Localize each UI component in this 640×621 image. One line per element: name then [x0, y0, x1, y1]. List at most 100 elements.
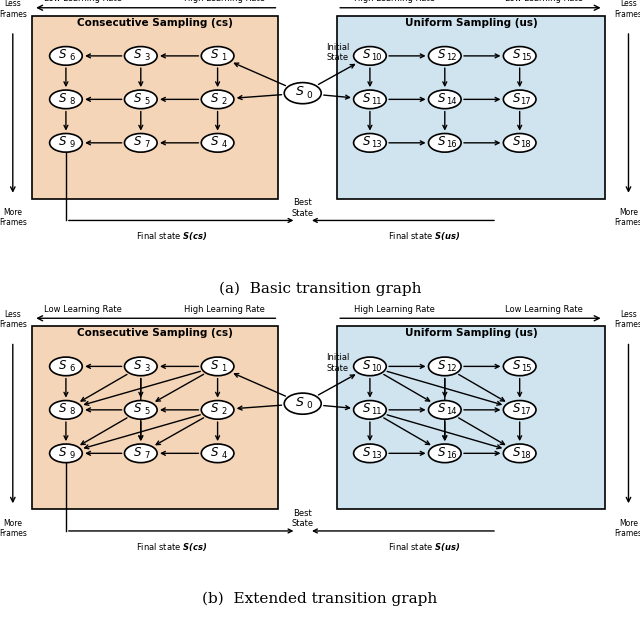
Ellipse shape	[125, 134, 157, 152]
Text: $\mathit{S}$: $\mathit{S}$	[362, 359, 372, 372]
Text: 1: 1	[221, 53, 227, 62]
Text: 3: 3	[144, 363, 150, 373]
Text: 14: 14	[445, 407, 456, 416]
Ellipse shape	[504, 47, 536, 65]
Ellipse shape	[429, 47, 461, 65]
Ellipse shape	[125, 444, 157, 463]
Text: Initial
State: Initial State	[326, 43, 349, 62]
Ellipse shape	[429, 401, 461, 419]
Ellipse shape	[353, 444, 386, 463]
Text: $\mathit{S}$: $\mathit{S}$	[362, 48, 372, 61]
Text: 15: 15	[520, 363, 531, 373]
Ellipse shape	[201, 401, 234, 419]
Text: $\mathit{S}$: $\mathit{S}$	[437, 446, 447, 459]
Text: $\mathit{S}$: $\mathit{S}$	[133, 359, 143, 372]
Text: Low Learning Rate: Low Learning Rate	[505, 0, 583, 3]
Text: 5: 5	[145, 96, 150, 106]
Text: $\mathit{S}$: $\mathit{S}$	[512, 135, 522, 148]
Text: Low Learning Rate: Low Learning Rate	[44, 0, 122, 3]
Text: $\mathit{S}$: $\mathit{S}$	[294, 85, 304, 98]
Text: 0: 0	[307, 91, 312, 99]
Text: (a)  Basic transition graph: (a) Basic transition graph	[219, 281, 421, 296]
Text: More
Frames: More Frames	[0, 208, 27, 227]
Ellipse shape	[125, 90, 157, 109]
Text: 18: 18	[520, 140, 531, 149]
Text: 2: 2	[221, 407, 227, 416]
Text: Best
State: Best State	[292, 198, 314, 218]
Text: 0: 0	[307, 401, 312, 410]
Text: $\mathit{S}$: $\mathit{S}$	[210, 446, 220, 459]
Ellipse shape	[429, 90, 461, 109]
Text: 12: 12	[445, 363, 456, 373]
Text: 16: 16	[445, 450, 456, 460]
Ellipse shape	[201, 90, 234, 109]
Ellipse shape	[504, 134, 536, 152]
Ellipse shape	[429, 357, 461, 376]
Text: 2: 2	[221, 96, 227, 106]
Text: 13: 13	[371, 140, 381, 149]
Text: 7: 7	[144, 140, 150, 149]
Text: High Learning Rate: High Learning Rate	[184, 305, 264, 314]
Text: 6: 6	[69, 363, 75, 373]
Text: Initial
State: Initial State	[326, 353, 349, 373]
Text: $\mathit{S}$: $\mathit{S}$	[362, 92, 372, 105]
Text: $\mathit{S}$: $\mathit{S}$	[210, 48, 220, 61]
Text: $\mathit{S}$: $\mathit{S}$	[133, 402, 143, 415]
Text: Less
Frames: Less Frames	[614, 0, 640, 19]
Ellipse shape	[50, 134, 83, 152]
Ellipse shape	[353, 401, 386, 419]
Text: 5: 5	[145, 407, 150, 416]
Text: $\mathit{S}$: $\mathit{S}$	[133, 135, 143, 148]
Text: $\mathit{S}$: $\mathit{S}$	[437, 92, 447, 105]
Text: $\mathit{S}$: $\mathit{S}$	[133, 92, 143, 105]
Text: Less
Frames: Less Frames	[614, 310, 640, 329]
Text: 3: 3	[144, 53, 150, 62]
Ellipse shape	[504, 401, 536, 419]
Text: $\mathit{S}$: $\mathit{S}$	[58, 92, 68, 105]
Ellipse shape	[284, 83, 321, 104]
Text: Consecutive Sampling (cs): Consecutive Sampling (cs)	[77, 328, 233, 338]
Text: 14: 14	[445, 96, 456, 106]
Text: $\mathit{S}$: $\mathit{S}$	[362, 135, 372, 148]
Text: More
Frames: More Frames	[0, 519, 27, 538]
Ellipse shape	[50, 357, 83, 376]
Ellipse shape	[353, 357, 386, 376]
Text: High Learning Rate: High Learning Rate	[355, 305, 435, 314]
Ellipse shape	[353, 90, 386, 109]
Text: $\mathit{S}$: $\mathit{S}$	[58, 446, 68, 459]
Text: 8: 8	[69, 96, 75, 106]
Ellipse shape	[504, 90, 536, 109]
Text: $\mathit{S}$: $\mathit{S}$	[362, 402, 372, 415]
Text: Low Learning Rate: Low Learning Rate	[44, 305, 122, 314]
Text: Final state $\bfit{S(us)}$: Final state $\bfit{S(us)}$	[388, 230, 460, 242]
Text: Low Learning Rate: Low Learning Rate	[505, 305, 583, 314]
Text: $\mathit{S}$: $\mathit{S}$	[437, 135, 447, 148]
Ellipse shape	[353, 134, 386, 152]
Ellipse shape	[504, 444, 536, 463]
Text: Best
State: Best State	[292, 509, 314, 528]
Ellipse shape	[50, 47, 83, 65]
Text: 8: 8	[69, 407, 75, 416]
Ellipse shape	[353, 47, 386, 65]
Text: 10: 10	[371, 53, 381, 62]
FancyBboxPatch shape	[32, 16, 278, 199]
FancyBboxPatch shape	[337, 326, 605, 509]
Text: 6: 6	[69, 53, 75, 62]
Text: Final state $\bfit{S(cs)}$: Final state $\bfit{S(cs)}$	[136, 230, 207, 242]
Text: 11: 11	[371, 407, 381, 416]
Text: $\mathit{S}$: $\mathit{S}$	[437, 402, 447, 415]
FancyBboxPatch shape	[32, 326, 278, 509]
Text: 11: 11	[371, 96, 381, 106]
Text: Consecutive Sampling (cs): Consecutive Sampling (cs)	[77, 17, 233, 28]
Text: $\mathit{S}$: $\mathit{S}$	[294, 396, 304, 409]
Text: $\mathit{S}$: $\mathit{S}$	[512, 446, 522, 459]
Ellipse shape	[201, 357, 234, 376]
Text: $\mathit{S}$: $\mathit{S}$	[512, 48, 522, 61]
Text: Final state $\bfit{S(us)}$: Final state $\bfit{S(us)}$	[388, 541, 460, 553]
Ellipse shape	[284, 393, 321, 414]
FancyBboxPatch shape	[337, 16, 605, 199]
Text: $\mathit{S}$: $\mathit{S}$	[133, 446, 143, 459]
Text: 1: 1	[221, 363, 227, 373]
Ellipse shape	[201, 444, 234, 463]
Text: (b)  Extended transition graph: (b) Extended transition graph	[202, 592, 438, 607]
